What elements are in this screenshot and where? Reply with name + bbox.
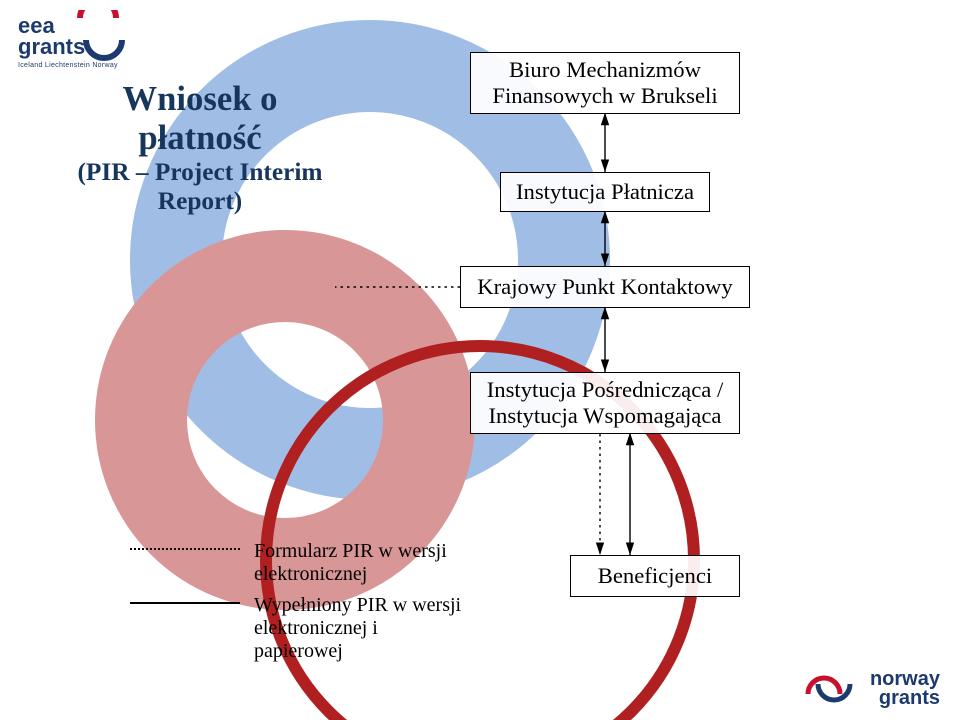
node-posrednicza-label: Instytucja Pośrednicząca /Instytucja Wsp… [487, 377, 724, 429]
legend-row: Formularz PIR w wersji elektronicznej [130, 540, 470, 586]
norway-word2: grants [870, 689, 940, 708]
node-beneficjenci: Beneficjenci [570, 555, 740, 597]
legend-row: Wypełniony PIR w wersji elektronicznej i… [130, 594, 470, 663]
node-biuro: Biuro MechanizmówFinansowych w Brukseli [470, 52, 740, 114]
norway-grants-logo: norway grants [870, 670, 940, 708]
legend-line-solid [130, 602, 240, 604]
eea-grants-logo: eea grants Iceland Liechtenstein Norway [18, 10, 138, 87]
node-posrednicza: Instytucja Pośrednicząca /Instytucja Wsp… [470, 372, 740, 434]
node-biuro-label: Biuro MechanizmówFinansowych w Brukseli [492, 57, 717, 109]
eea-tagline: Iceland Liechtenstein Norway [18, 62, 118, 69]
node-beneficjenci-label: Beneficjenci [598, 563, 712, 589]
legend-label: Formularz PIR w wersji elektronicznej [254, 540, 470, 586]
node-platnicza: Instytucja Płatnicza [500, 172, 710, 212]
diagram-stage: Wniosek o płatność (PIR – Project Interi… [0, 0, 960, 720]
legend: Formularz PIR w wersji elektronicznej Wyp… [130, 540, 470, 671]
norway-logo-swirl [804, 674, 858, 704]
legend-line-dotted [130, 548, 240, 550]
node-platnicza-label: Instytucja Płatnicza [516, 179, 694, 205]
eea-word2: grants [18, 37, 85, 58]
node-kpk: Krajowy Punkt Kontaktowy [460, 266, 750, 308]
legend-label: Wypełniony PIR w wersji elektronicznej i… [254, 594, 470, 663]
node-kpk-label: Krajowy Punkt Kontaktowy [477, 274, 733, 300]
